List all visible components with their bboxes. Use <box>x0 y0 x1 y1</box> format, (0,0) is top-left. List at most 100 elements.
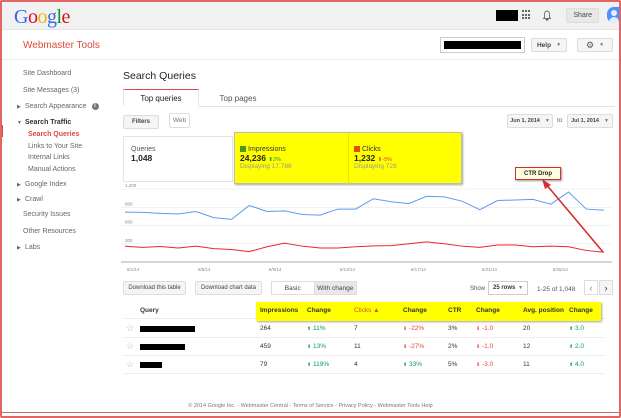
prev-page-button[interactable]: ‹ <box>584 280 598 295</box>
clicks-change-cell: ⬆ 33% <box>403 361 422 368</box>
impressions-value: 24,236 <box>240 153 266 163</box>
sidebar-item-search-appearance[interactable]: ▶ Search Appearance i <box>17 103 99 110</box>
down-arrow-icon: ⬇ <box>476 326 481 332</box>
redacted-query[interactable] <box>140 344 185 350</box>
col-impressions-change[interactable]: Change <box>307 307 331 314</box>
sidebar-item-crawl[interactable]: ▶ Crawl <box>17 196 43 203</box>
settings-button[interactable]: ⚙ ▼ <box>577 38 613 52</box>
impressions-summary[interactable]: Impressions 24,236 ⬆2% Displaying 17,788 <box>235 133 349 185</box>
sidebar-item-site-messages[interactable]: Site Messages (3) <box>23 87 79 94</box>
logo-letter: o <box>27 6 38 28</box>
col-clicks-sorted[interactable]: Clicks ▲ <box>354 307 380 314</box>
filters-button[interactable]: Filters <box>123 115 159 129</box>
expand-arrow-icon: ▶ <box>17 196 21 203</box>
x-tick-label: 6/25/14 <box>553 267 569 272</box>
col-query[interactable]: Query <box>140 307 159 314</box>
date-to-picker[interactable]: Jul 1, 2014 ▼ <box>567 114 613 128</box>
footer-links[interactable]: © 2014 Google Inc. - Webmaster Central -… <box>188 403 433 409</box>
callout-arrow-icon <box>542 179 604 253</box>
sidebar-item-label: Manual Actions <box>28 166 76 173</box>
sidebar-item-security-issues[interactable]: Security Issues <box>23 211 70 218</box>
col-ctr[interactable]: CTR <box>448 307 462 314</box>
position-change-value: 3.0 <box>575 325 585 332</box>
ctr-change-cell: ⬇ -1.0 <box>476 325 493 332</box>
web-filter-chip[interactable]: Web <box>169 113 190 128</box>
footer-border <box>0 412 621 413</box>
view-toggle: Basic With change <box>271 281 357 295</box>
queries-line-chart[interactable]: 1,200 900 600 300 6/1/14 6/5/14 6/9/14 6/13/14… <box>115 182 620 277</box>
x-tick-label: 6/17/14 <box>411 267 427 272</box>
notifications-bell-icon[interactable] <box>542 10 552 21</box>
table-row[interactable]: ☆ 459 ⬆ 13% 11 ⬇ -27% 2% ⬇ -1.0 12 ⬆ 2.0 <box>123 338 605 356</box>
tab-bar: Top queries Top pages <box>123 89 615 107</box>
active-indicator <box>0 125 3 137</box>
sidebar-item-search-traffic[interactable]: ▼ Search Traffic <box>17 119 71 126</box>
impressions-clicks-highlight: Impressions 24,236 ⬆2% Displaying 17,788… <box>234 132 463 185</box>
sidebar-item-label: Site Dashboard <box>23 70 72 77</box>
date-from-value: Jun 1, 2014 <box>510 118 540 124</box>
sidebar-item-internal-links[interactable]: Internal Links <box>28 154 70 161</box>
redacted-query[interactable] <box>140 326 195 332</box>
date-to-value: Jul 1, 2014 <box>571 118 599 124</box>
col-clicks-change[interactable]: Change <box>403 307 427 314</box>
avatar[interactable] <box>607 7 621 23</box>
sidebar-item-label: Google Index <box>25 181 67 188</box>
sidebar-item-label: Labs <box>25 244 41 251</box>
impressions-cell: 264 <box>260 325 271 332</box>
star-icon[interactable]: ☆ <box>126 359 135 369</box>
sidebar-item-other-resources[interactable]: Other Resources <box>23 228 76 235</box>
share-button[interactable]: Share <box>566 7 599 23</box>
sidebar-item-labs[interactable]: ▶ Labs <box>17 244 40 251</box>
sidebar-item-links-to-your-site[interactable]: Links to Your Site <box>28 143 82 150</box>
tab-top-pages[interactable]: Top pages <box>219 93 257 103</box>
sidebar-item-manual-actions[interactable]: Manual Actions <box>28 166 75 173</box>
down-arrow-icon: ⬇ <box>377 157 383 163</box>
google-logo[interactable]: Google <box>14 6 70 29</box>
chevron-down-icon: ▼ <box>556 42 562 48</box>
sidebar-item-site-dashboard[interactable]: Site Dashboard <box>23 70 71 77</box>
up-arrow-icon: ⬆ <box>268 157 273 163</box>
help-button[interactable]: Help ▼ <box>531 38 567 52</box>
site-selector[interactable] <box>440 37 525 53</box>
tab-top-queries[interactable]: Top queries <box>123 89 199 107</box>
sidebar-item-search-queries[interactable]: Search Queries <box>28 131 79 138</box>
sidebar-item-label: Links to Your Site <box>28 143 83 150</box>
col-avg-position[interactable]: Avg. position <box>523 307 564 314</box>
star-icon[interactable]: ☆ <box>126 341 135 351</box>
apps-grid-icon[interactable] <box>522 10 532 20</box>
sidebar-item-google-index[interactable]: ▶ Google Index <box>17 181 67 188</box>
table-row[interactable]: ☆ 264 ⬆ 11% 7 ⬇ -22% 3% ⬇ -1.0 20 ⬆ 3.0 <box>123 320 605 338</box>
table-row[interactable]: ☆ 79 ⬆ 119% 4 ⬆ 33% 5% ⬇ -3.0 11 ⬆ 4.0 <box>123 356 605 374</box>
clicks-change-value: -27% <box>409 343 425 350</box>
col-ctr-change[interactable]: Change <box>476 307 500 314</box>
clicks-summary[interactable]: Clicks 1,232 ⬇-5% Displaying 729 <box>349 133 463 185</box>
impressions-line <box>124 191 605 220</box>
impressions-change-value: 119% <box>313 361 330 368</box>
impressions-change-value: 11% <box>313 325 326 332</box>
x-tick-label: 6/5/14 <box>198 267 211 272</box>
product-name[interactable]: Webmaster Tools <box>23 40 100 51</box>
expand-arrow-icon: ▶ <box>17 244 21 251</box>
clicks-cell: 11 <box>354 343 361 350</box>
col-impressions[interactable]: Impressions <box>260 307 299 314</box>
download-table-button[interactable]: Download this table <box>123 281 186 295</box>
basic-view-button[interactable]: Basic <box>284 284 301 292</box>
chevron-down-icon: ▼ <box>603 118 609 124</box>
redacted-query[interactable] <box>140 362 162 368</box>
sidebar-item-label: Other Resources <box>23 228 76 235</box>
with-change-view-button[interactable]: With change <box>313 282 356 294</box>
download-chart-button[interactable]: Download chart data <box>195 281 262 295</box>
info-icon[interactable]: i <box>91 103 99 110</box>
col-position-change[interactable]: Change <box>569 307 593 314</box>
star-icon[interactable]: ☆ <box>126 323 135 333</box>
queries-label: Queries <box>131 146 156 153</box>
sidebar-item-label: Site Messages (3) <box>23 87 80 94</box>
metrics-header-highlight <box>256 302 601 321</box>
ctr-drop-callout: CTR Drop <box>515 167 561 180</box>
rows-per-page-select[interactable]: 25 rows ▼ <box>488 281 528 295</box>
date-from-picker[interactable]: Jun 1, 2014 ▼ <box>507 114 553 128</box>
queries-summary: Queries 1,048 <box>123 136 233 182</box>
logo-letter: G <box>14 6 28 28</box>
sidebar-item-label: Search Appearance <box>25 103 87 110</box>
next-page-button[interactable]: › <box>599 280 613 295</box>
